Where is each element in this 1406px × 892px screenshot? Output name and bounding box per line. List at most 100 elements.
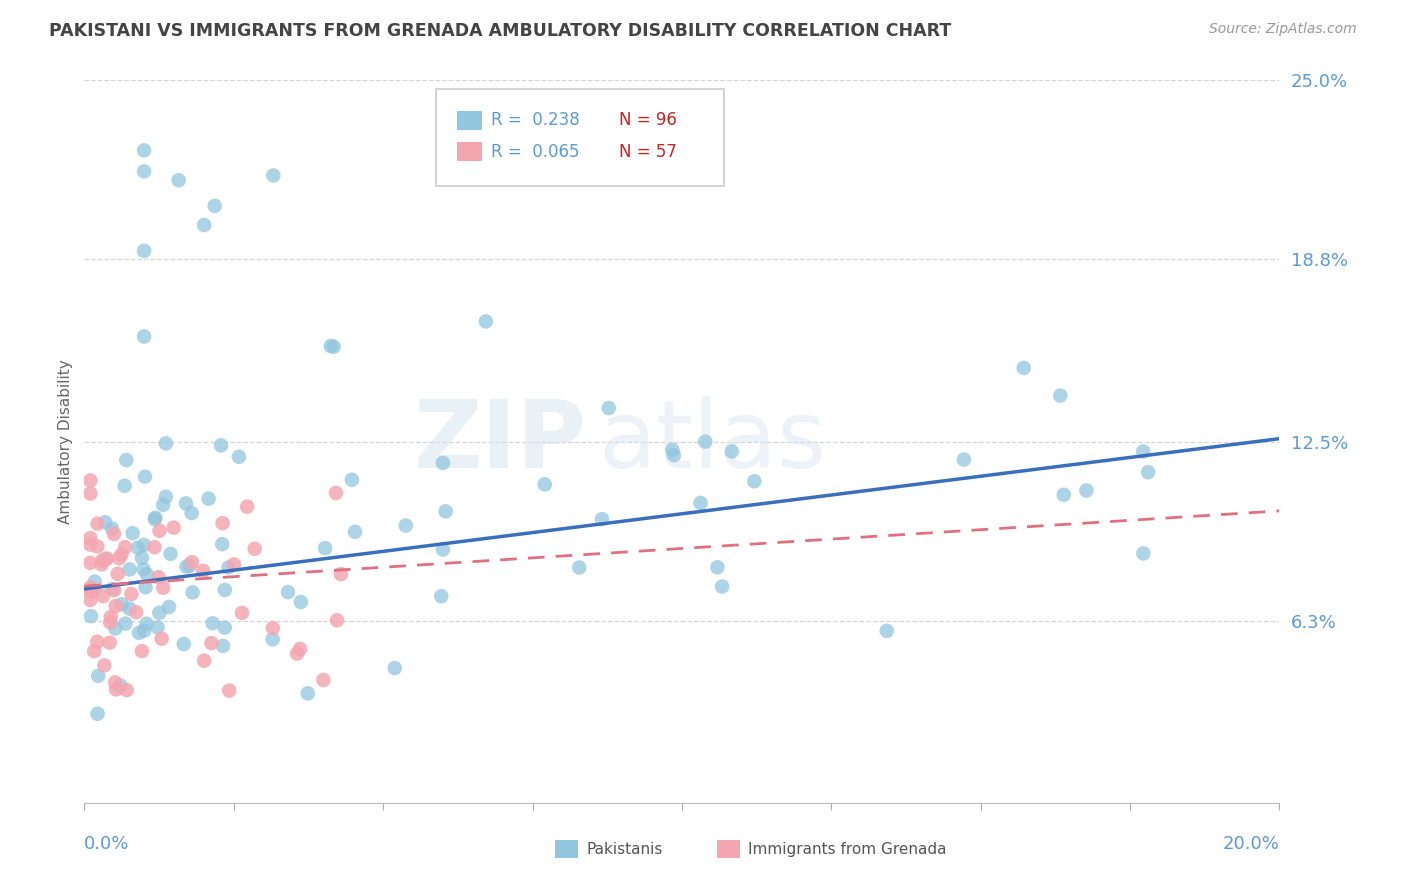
Point [163, 520, 186, 534]
Point [79, 584, 101, 599]
Point [214, 621, 236, 635]
Point [86, 540, 108, 554]
Point [132, 329, 156, 343]
Point [150, 632, 173, 646]
Point [322, 340, 344, 354]
Point [319, 339, 342, 353]
Point [297, 686, 319, 700]
Point [101, 522, 124, 536]
Point [314, 541, 336, 556]
Point [131, 644, 153, 658]
Text: 0.0%: 0.0% [84, 835, 129, 853]
Point [325, 486, 347, 500]
Point [132, 562, 155, 576]
Point [79, 581, 101, 595]
Text: atlas: atlas [599, 395, 827, 488]
Point [155, 436, 177, 450]
Point [193, 218, 215, 232]
Point [96, 551, 118, 566]
Point [288, 641, 311, 656]
Point [1132, 444, 1154, 458]
Point [721, 444, 744, 458]
Point [94, 515, 117, 529]
Point [79, 556, 101, 570]
Point [432, 456, 454, 470]
Point [135, 616, 157, 631]
Point [568, 560, 591, 574]
Point [146, 620, 169, 634]
Text: R =  0.065: R = 0.065 [491, 143, 579, 161]
Point [167, 173, 190, 187]
Point [384, 661, 406, 675]
Point [86, 516, 108, 531]
Point [86, 634, 108, 648]
Point [79, 593, 101, 607]
Point [262, 169, 284, 183]
Y-axis label: Ambulatory Disability: Ambulatory Disability [58, 359, 73, 524]
Point [91, 553, 114, 567]
Point [107, 566, 129, 581]
Point [1076, 483, 1098, 498]
Text: PAKISTANI VS IMMIGRANTS FROM GRENADA AMBULATORY DISABILITY CORRELATION CHART: PAKISTANI VS IMMIGRANTS FROM GRENADA AMB… [49, 22, 952, 40]
Point [135, 580, 157, 594]
Point [214, 582, 236, 597]
Point [79, 486, 101, 500]
Point [953, 452, 976, 467]
Point [132, 538, 155, 552]
Point [118, 601, 141, 615]
Text: ZIP: ZIP [413, 395, 586, 488]
Point [173, 637, 195, 651]
Point [143, 512, 166, 526]
Point [120, 587, 142, 601]
Point [689, 496, 711, 510]
Point [143, 540, 166, 554]
Point [533, 477, 555, 491]
Point [155, 490, 177, 504]
Point [87, 669, 110, 683]
Point [201, 616, 224, 631]
Point [236, 500, 259, 514]
Point [131, 550, 153, 565]
Text: Source: ZipAtlas.com: Source: ZipAtlas.com [1209, 22, 1357, 37]
Point [395, 518, 418, 533]
Point [209, 438, 232, 452]
Point [104, 622, 127, 636]
Point [104, 675, 127, 690]
Point [262, 632, 284, 647]
Point [148, 524, 170, 538]
Point [103, 527, 125, 541]
Point [434, 504, 457, 518]
Point [110, 679, 132, 693]
Point [132, 144, 156, 158]
Point [148, 606, 170, 620]
Point [598, 401, 620, 415]
Point [134, 469, 156, 483]
Point [243, 541, 266, 556]
Text: 20.0%: 20.0% [1223, 835, 1279, 853]
Point [430, 589, 453, 603]
Point [103, 583, 125, 598]
Point [83, 644, 105, 658]
Point [290, 595, 312, 609]
Point [1049, 389, 1071, 403]
Point [193, 654, 215, 668]
Point [152, 581, 174, 595]
Point [180, 506, 202, 520]
Point [132, 244, 156, 258]
Text: N = 96: N = 96 [619, 112, 676, 129]
Point [132, 164, 156, 178]
Point [152, 498, 174, 512]
Point [98, 615, 121, 630]
Point [181, 585, 204, 599]
Point [110, 548, 132, 562]
Point [340, 473, 363, 487]
Point [179, 558, 201, 573]
Point [200, 636, 222, 650]
Point [128, 626, 150, 640]
Point [661, 442, 683, 457]
Point [329, 567, 352, 582]
Point [115, 683, 138, 698]
Point [218, 683, 240, 698]
Point [695, 434, 717, 449]
Point [326, 613, 349, 627]
